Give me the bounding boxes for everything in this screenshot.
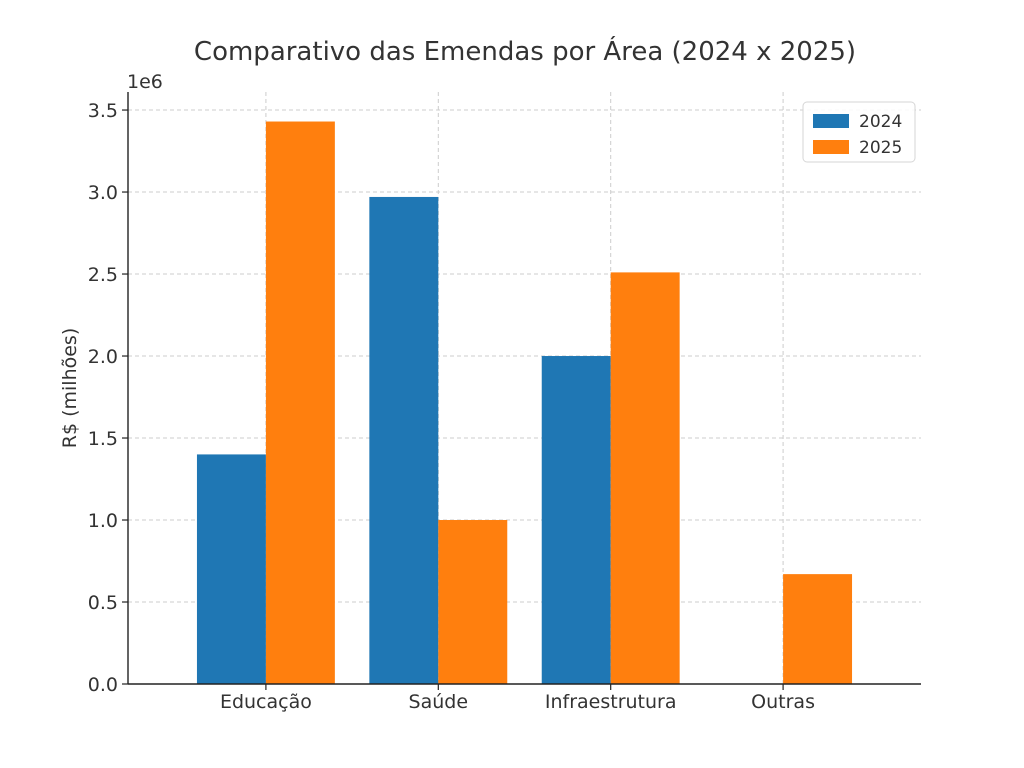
legend-label: 2025 bbox=[859, 138, 902, 158]
bar-2025-2 bbox=[610, 272, 680, 684]
y-tick-label: 2.0 bbox=[88, 346, 118, 368]
y-tick-label: 1.0 bbox=[88, 510, 118, 532]
bar-2024-1 bbox=[369, 196, 439, 684]
y-tick-label: 1.5 bbox=[88, 428, 118, 450]
axes: 0.0 0.5 1.0 1.5 2.0 2.5 3.0 3.5 Educação Saúde Inf… bbox=[88, 92, 921, 713]
legend-swatch bbox=[813, 140, 849, 154]
bar-2024-0 bbox=[196, 454, 266, 684]
y-tick-label: 3.0 bbox=[88, 182, 118, 204]
chart-title: Comparativo das Emendas por Área (2024 x… bbox=[194, 35, 856, 67]
bar-2025-0 bbox=[265, 121, 335, 684]
x-tick-label: Educação bbox=[220, 691, 312, 713]
x-tick-label: Outras bbox=[751, 691, 815, 713]
legend: 2024 2025 bbox=[802, 101, 916, 163]
bar-2025-1 bbox=[438, 520, 508, 684]
x-tick-label: Saúde bbox=[409, 691, 469, 713]
legend-swatch bbox=[813, 114, 849, 128]
y-tick-label: 0.5 bbox=[88, 592, 118, 614]
y-offset-text: 1e6 bbox=[127, 71, 163, 93]
x-tick-label: Infraestrutura bbox=[545, 691, 677, 713]
y-tick-label: 3.5 bbox=[88, 100, 118, 122]
bar-2024-2 bbox=[541, 356, 611, 684]
bars bbox=[196, 121, 853, 684]
y-tick-label: 0.0 bbox=[88, 674, 118, 696]
y-axis-label: R$ (milhões) bbox=[59, 328, 81, 448]
y-tick-label: 2.5 bbox=[88, 264, 118, 286]
bar-2025-3 bbox=[783, 574, 853, 684]
legend-label: 2024 bbox=[859, 112, 902, 132]
